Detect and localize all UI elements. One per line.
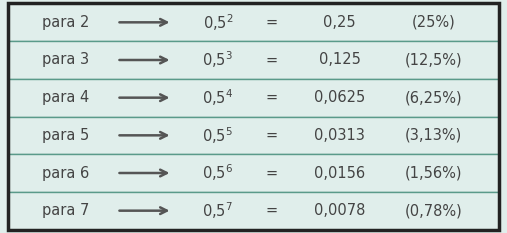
Text: $0{,}5^{3}$: $0{,}5^{3}$	[202, 50, 234, 70]
Bar	[8, 3, 499, 41]
Text: para 7: para 7	[42, 203, 90, 218]
Text: $0{,}5^{7}$: $0{,}5^{7}$	[202, 200, 234, 221]
Text: 0,0078: 0,0078	[314, 203, 366, 218]
Text: $0{,}5^{6}$: $0{,}5^{6}$	[202, 163, 234, 183]
Text: 0,0625: 0,0625	[314, 90, 366, 105]
Text: para 4: para 4	[42, 90, 90, 105]
Text: (12,5%): (12,5%)	[405, 52, 462, 68]
Text: $0{,}5^{2}$: $0{,}5^{2}$	[203, 12, 233, 33]
Bar	[8, 79, 499, 116]
Text: 0,25: 0,25	[323, 15, 356, 30]
Text: 0,0313: 0,0313	[314, 128, 365, 143]
Text: (3,13%): (3,13%)	[405, 128, 462, 143]
Text: (1,56%): (1,56%)	[405, 165, 462, 181]
Text: $0{,}5^{4}$: $0{,}5^{4}$	[202, 87, 234, 108]
Text: (6,25%): (6,25%)	[405, 90, 462, 105]
Text: =: =	[265, 52, 277, 68]
Bar	[8, 154, 499, 192]
Bar	[8, 192, 499, 230]
Text: 0,125: 0,125	[319, 52, 360, 68]
Text: =: =	[265, 90, 277, 105]
Text: para 3: para 3	[43, 52, 89, 68]
Text: =: =	[265, 128, 277, 143]
Text: para 5: para 5	[42, 128, 90, 143]
Text: =: =	[265, 15, 277, 30]
Text: 0,0156: 0,0156	[314, 165, 365, 181]
Text: (0,78%): (0,78%)	[405, 203, 462, 218]
Text: (25%): (25%)	[412, 15, 455, 30]
Text: para 2: para 2	[42, 15, 90, 30]
Text: para 6: para 6	[42, 165, 90, 181]
Text: =: =	[265, 203, 277, 218]
Bar	[8, 116, 499, 154]
Text: $0{,}5^{5}$: $0{,}5^{5}$	[202, 125, 234, 146]
Bar	[8, 41, 499, 79]
Text: =: =	[265, 165, 277, 181]
